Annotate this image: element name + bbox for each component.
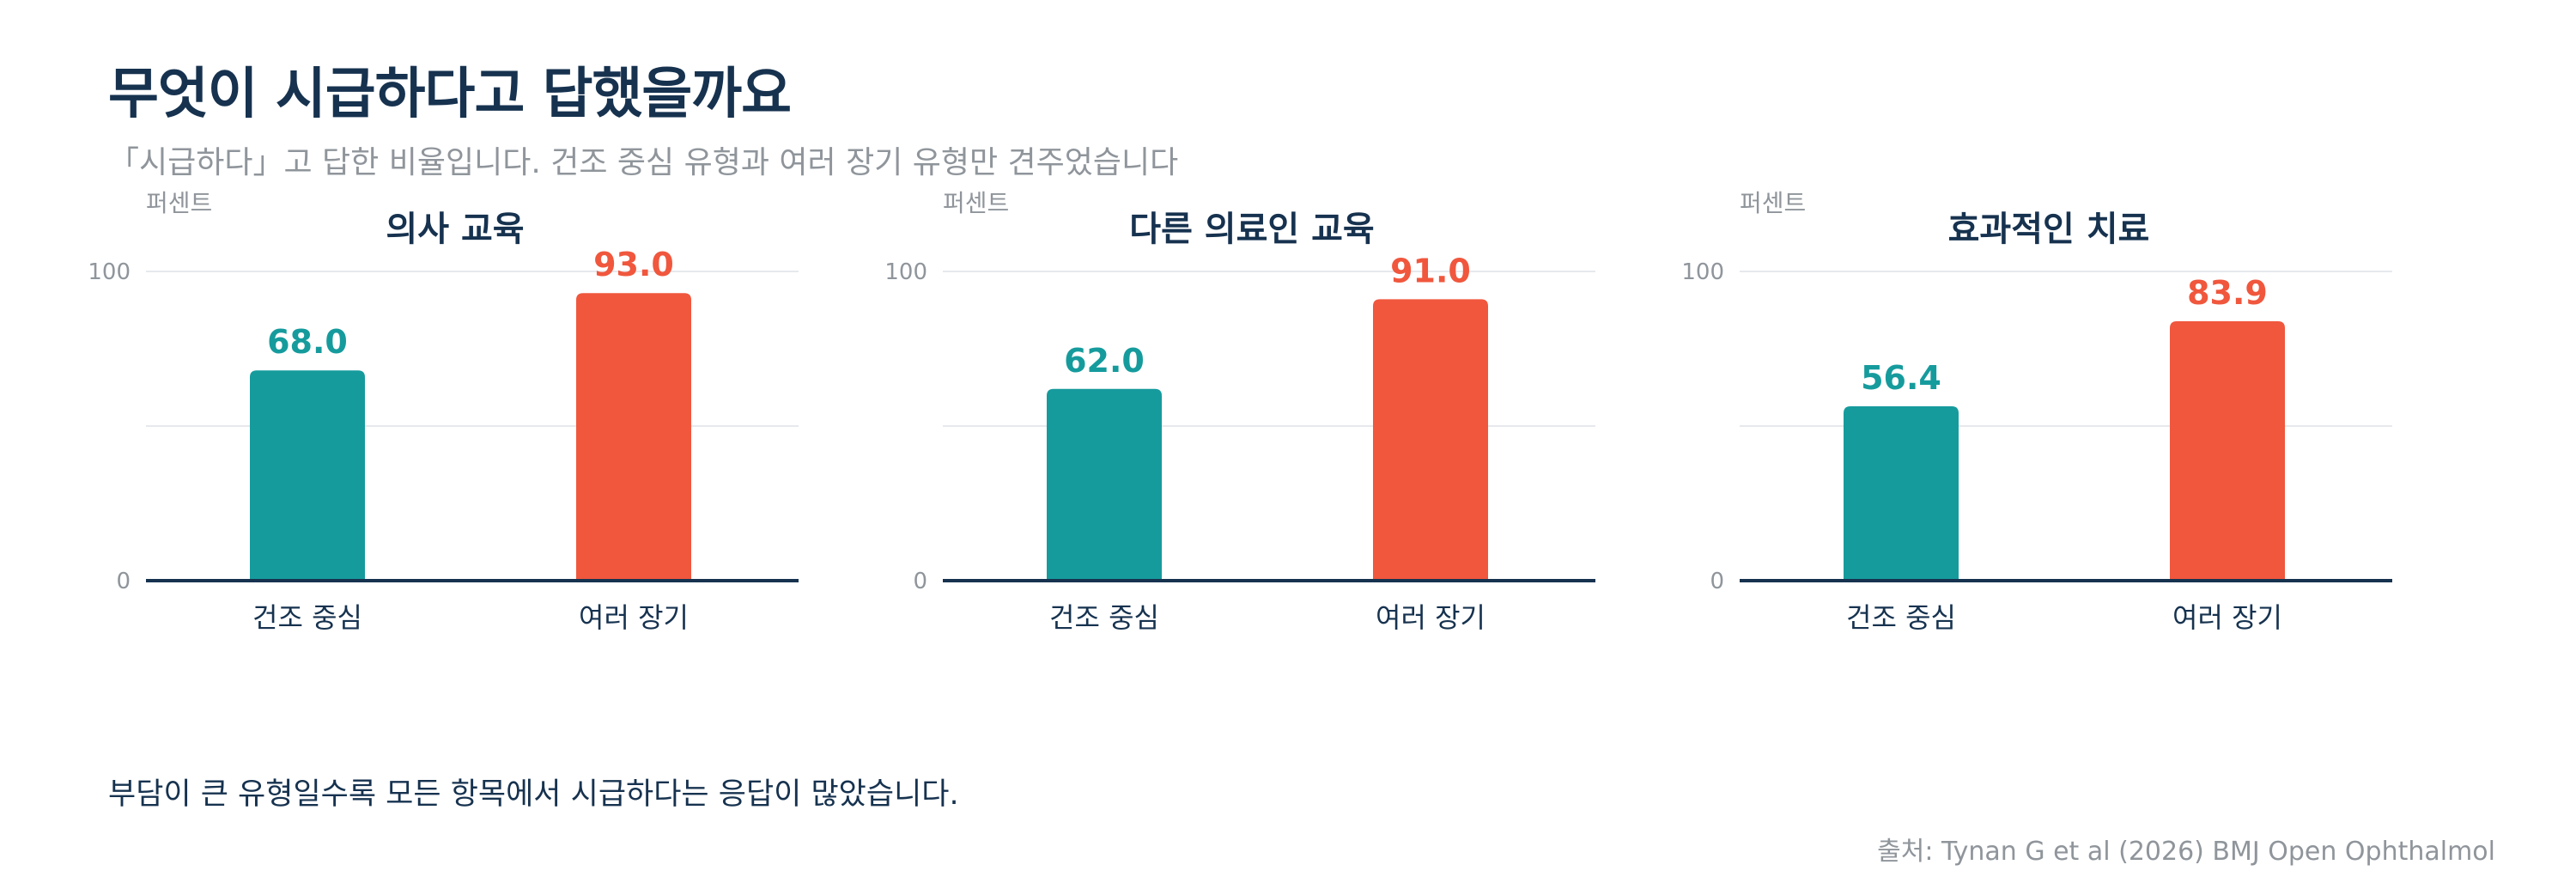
- source-citation: 출처: Tynan G et al (2026) BMJ Open Ophtha…: [1877, 837, 2495, 867]
- data-label: 91.0: [1390, 252, 1471, 289]
- footnote: 부담이 큰 유형일수록 모든 항목에서 시급하다는 응답이 많았습니다.: [108, 777, 959, 812]
- data-label: 68.0: [267, 323, 348, 361]
- bar: [1047, 388, 1162, 581]
- page-title: 무엇이 시급하다고 답했을까요: [108, 63, 792, 126]
- data-label: 56.4: [1861, 359, 1941, 397]
- data-label: 93.0: [593, 246, 674, 283]
- y-tick-label: 100: [1681, 259, 1724, 285]
- x-tick-label: 건조 중심: [1049, 601, 1159, 634]
- chart-title: 효과적인 치료: [1948, 210, 2150, 249]
- y-tick-label: 0: [913, 569, 927, 594]
- x-tick-label: 여러 장기: [1376, 601, 1485, 634]
- x-tick-label: 여러 장기: [2172, 601, 2282, 634]
- data-label: 83.9: [2187, 274, 2268, 312]
- x-tick-label: 여러 장기: [579, 601, 689, 634]
- y-axis-label: 퍼센트: [943, 189, 1009, 217]
- bar: [1844, 405, 1959, 581]
- bar: [250, 370, 365, 581]
- y-tick-label: 0: [116, 569, 131, 594]
- bar: [1373, 299, 1488, 581]
- y-axis-label: 퍼센트: [146, 189, 212, 217]
- bar: [576, 293, 691, 581]
- x-tick-label: 건조 중심: [252, 601, 362, 634]
- y-axis-label: 퍼센트: [1740, 189, 1806, 217]
- page-subtitle: 「시급하다」고 답한 비율입니다. 건조 중심 유형과 여러 장기 유형만 견주…: [108, 145, 1179, 180]
- y-tick-label: 100: [884, 259, 927, 285]
- bar: [2170, 320, 2285, 581]
- x-tick-label: 건조 중심: [1846, 601, 1956, 634]
- chart-title: 의사 교육: [386, 210, 524, 249]
- chart-title: 다른 의료인 교육: [1129, 210, 1374, 249]
- data-label: 62.0: [1064, 342, 1145, 380]
- y-tick-label: 0: [1710, 569, 1724, 594]
- y-tick-label: 100: [88, 259, 131, 285]
